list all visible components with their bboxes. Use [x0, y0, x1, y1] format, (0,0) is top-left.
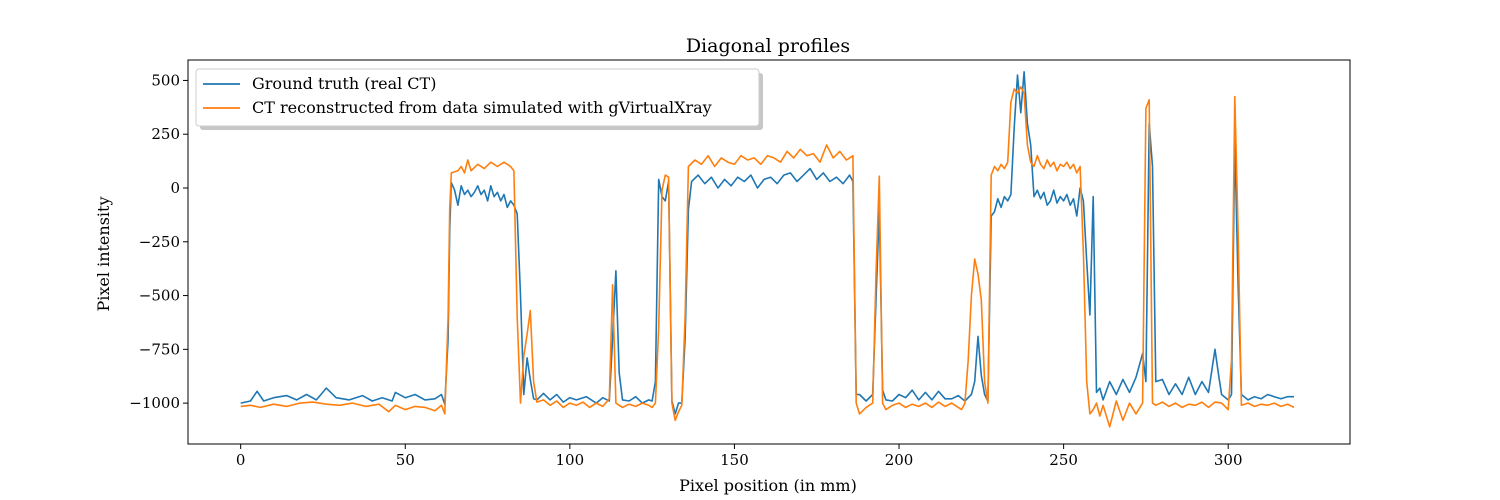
chart-title: Diagonal profiles — [686, 35, 850, 57]
x-tick-label: 50 — [396, 451, 415, 469]
legend-box — [195, 68, 760, 127]
x-tick-label: 300 — [1214, 451, 1243, 469]
x-tick-label: 0 — [236, 451, 246, 469]
y-tick-label: −750 — [139, 340, 180, 358]
x-axis: 0 50 100 150 200 250 300 — [236, 444, 1243, 469]
series-line-1 — [240, 71, 1294, 415]
x-tick-label: 250 — [1049, 451, 1078, 469]
y-tick-label: 250 — [151, 125, 180, 143]
y-tick-label: 0 — [170, 179, 180, 197]
y-tick-label: −500 — [139, 287, 180, 305]
y-tick-label: 500 — [151, 71, 180, 89]
legend-label: CT reconstructed from data simulated wit… — [252, 98, 712, 117]
plot-frame — [187, 59, 1351, 445]
x-axis-label: Pixel position (in mm) — [679, 476, 857, 495]
x-tick-label: 150 — [720, 451, 749, 469]
y-tick-label: −1000 — [129, 394, 180, 412]
y-axis-label: Pixel intensity — [94, 197, 113, 312]
series-layer — [240, 71, 1295, 428]
legend-label: Ground truth (real CT) — [252, 74, 436, 93]
y-tick-label: −250 — [139, 233, 180, 251]
x-tick-label: 100 — [556, 451, 585, 469]
series-line-2 — [240, 86, 1295, 428]
legend: Ground truth (real CT) CT reconstructed f… — [195, 68, 763, 130]
x-tick-label: 200 — [885, 451, 914, 469]
y-axis: −1000 −750 −500 −250 0 250 500 — [129, 71, 188, 412]
